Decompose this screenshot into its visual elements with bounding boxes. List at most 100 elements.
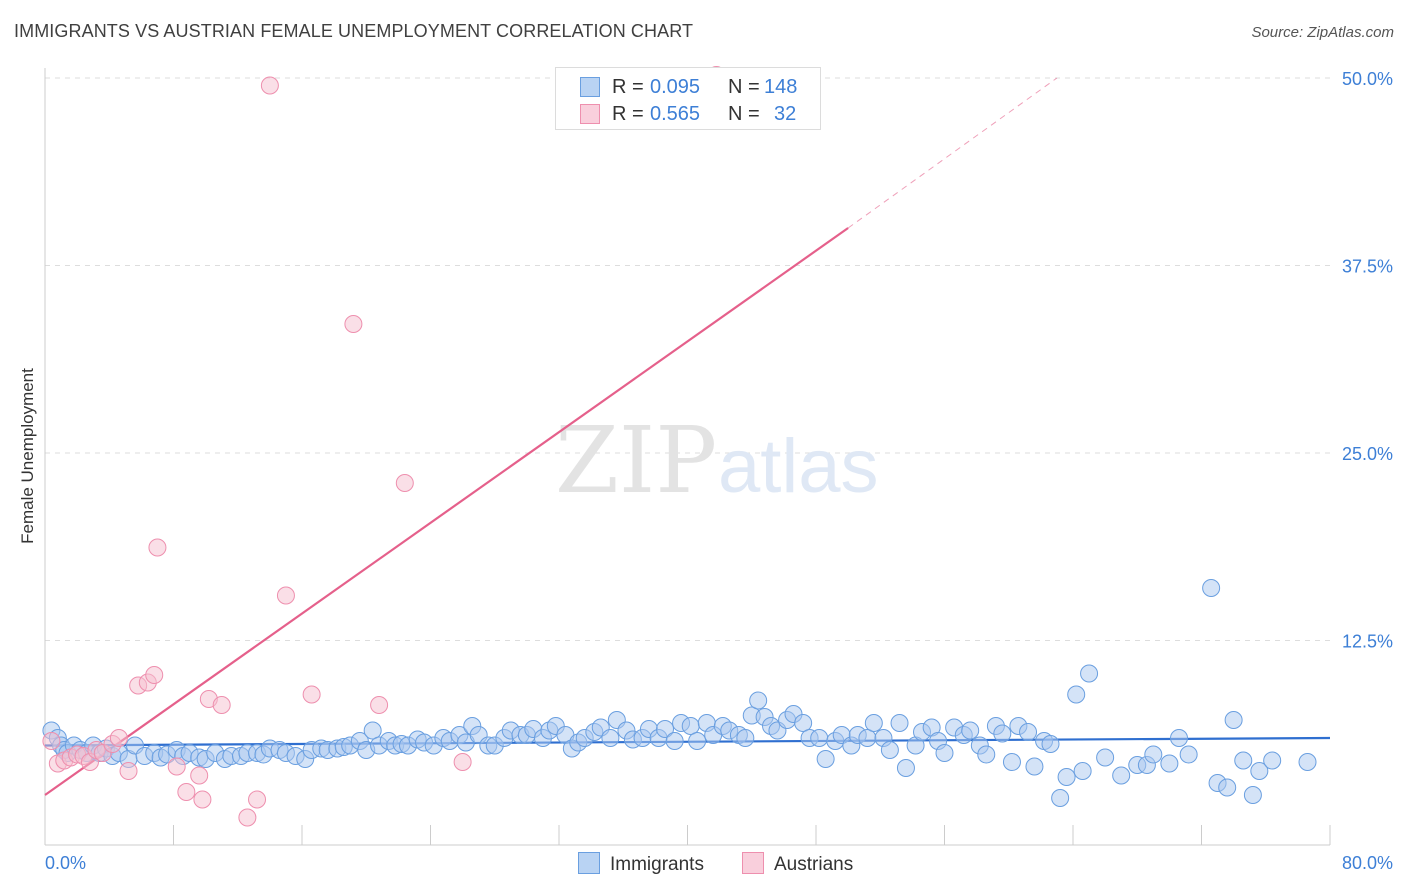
watermark-atlas: atlas <box>718 424 879 509</box>
austrians-point <box>276 586 295 605</box>
immigrants-points <box>42 579 1317 807</box>
immigrants-point <box>1263 751 1282 770</box>
legend-austrians: Austrians <box>742 852 853 876</box>
immigrants-point <box>1057 768 1076 786</box>
immigrants-point <box>1234 751 1253 770</box>
n-value: 32 <box>774 103 797 125</box>
austrians-point <box>344 315 363 333</box>
immigrants-point <box>1243 786 1262 804</box>
n-label: N = <box>728 76 760 98</box>
immigrants-point <box>1002 753 1021 771</box>
immigrants-point <box>1067 685 1086 704</box>
immigrants-point <box>681 717 700 735</box>
immigrants-point <box>601 729 620 747</box>
immigrants-point <box>1112 766 1131 785</box>
immigrants-point <box>816 750 835 768</box>
immigrants-point <box>736 729 755 747</box>
immigrants-point <box>993 724 1012 743</box>
immigrants-point <box>1224 711 1243 729</box>
immigrants-point <box>1073 762 1092 780</box>
immigrants-point <box>1202 579 1221 597</box>
austrians-point <box>193 790 212 809</box>
immigrants-point <box>1179 745 1198 764</box>
r-value: 0.565 <box>650 103 701 125</box>
immigrants-swatch <box>580 77 600 97</box>
trend-lines <box>44 77 1331 796</box>
immigrants-point <box>1051 789 1070 807</box>
immigrants-point <box>810 729 829 747</box>
gridlines <box>45 77 1330 641</box>
austrians-point <box>248 790 267 809</box>
immigrants-point <box>890 714 909 732</box>
austrians-point <box>370 696 389 714</box>
austrians-point <box>238 808 257 827</box>
immigrants-point <box>977 745 996 764</box>
x-tick-label: 0.0% <box>45 853 86 873</box>
immigrants-point <box>1096 748 1115 767</box>
immigrants-point <box>794 714 813 732</box>
immigrants-point <box>1080 664 1099 683</box>
austrians-point <box>190 766 209 785</box>
immigrants-point <box>1025 757 1044 776</box>
immigrants-point <box>1041 735 1060 753</box>
austrians-swatch <box>580 104 600 124</box>
immigrants-trendline <box>44 736 1331 747</box>
immigrants-point <box>363 721 382 740</box>
immigrants-point <box>1019 723 1038 741</box>
r-value: 0.095 <box>650 76 701 98</box>
immigrants-point <box>858 729 877 747</box>
y-tick-label: 37.5% <box>1342 257 1393 277</box>
austrians-point <box>395 474 414 492</box>
austrians-trendline-extension <box>847 77 1058 229</box>
immigrants-point <box>1298 753 1317 771</box>
immigrants-point <box>749 691 768 710</box>
austrians-trendline <box>44 227 849 796</box>
austrians-point <box>148 538 167 557</box>
immigrants-point <box>656 720 675 738</box>
legend-immigrants-label: Immigrants <box>610 854 704 875</box>
r-label: R = <box>612 76 644 98</box>
immigrants-point <box>1250 762 1269 780</box>
immigrants-point <box>665 732 684 750</box>
immigrants-point <box>1144 745 1163 764</box>
immigrants-swatch <box>578 852 600 874</box>
x-tick-label: 80.0% <box>1342 853 1393 873</box>
immigrants-point <box>896 759 915 777</box>
immigrants-point <box>1170 729 1189 747</box>
austrians-point <box>167 757 186 776</box>
correlation-legend: R = 0.095 N = 148 R = 0.565 N = 32 <box>555 67 821 130</box>
immigrants-point <box>1160 754 1179 773</box>
watermark: ZIP atlas <box>555 407 879 514</box>
legend-austrians-label: Austrians <box>774 854 854 875</box>
immigrants-point <box>880 741 899 759</box>
source-label: Source: ZipAtlas.com <box>1251 24 1394 41</box>
legend-immigrants: Immigrants <box>578 852 704 876</box>
austrians-swatch <box>742 852 764 874</box>
n-value: 148 <box>764 76 798 98</box>
y-tick-label: 12.5% <box>1342 632 1393 652</box>
austrians-point <box>302 685 321 704</box>
n-label: N = <box>728 103 760 125</box>
immigrants-point <box>1218 778 1237 797</box>
y-tick-label: 25.0% <box>1342 444 1393 464</box>
immigrants-point <box>864 714 883 732</box>
austrians-point <box>212 696 231 714</box>
immigrants-point <box>961 721 980 740</box>
austrians-point <box>109 729 128 747</box>
y-tick-label: 50.0% <box>1342 69 1393 89</box>
austrians-point <box>453 753 472 771</box>
axes <box>44 68 1331 846</box>
chart-title: IMMIGRANTS VS AUSTRIAN FEMALE UNEMPLOYME… <box>14 21 694 41</box>
y-axis-label: Female Unemployment <box>18 368 37 544</box>
austrians-point <box>145 666 164 684</box>
austrians-point <box>260 76 279 95</box>
immigrants-point <box>688 732 707 750</box>
immigrants-point <box>935 744 954 762</box>
r-label: R = <box>612 103 644 125</box>
austrians-point <box>42 732 61 750</box>
austrians-point <box>119 762 138 780</box>
watermark-zip: ZIP <box>555 407 717 514</box>
tick-labels: 12.5% 25.0% 37.5% 50.0% 0.0% 80.0% <box>45 69 1393 873</box>
austrians-point <box>177 783 196 801</box>
